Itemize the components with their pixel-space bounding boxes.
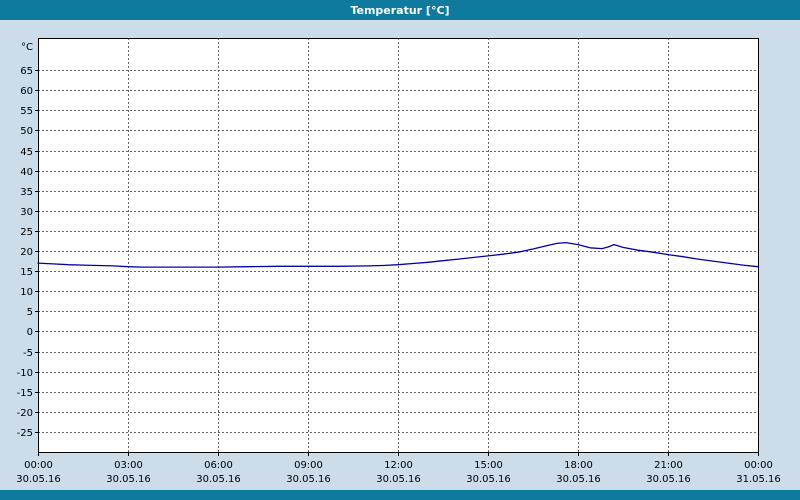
y-tick-label: -20 xyxy=(17,408,33,419)
y-unit-label: °C xyxy=(21,42,33,53)
bottom-bar xyxy=(0,490,800,500)
x-tick-date-label: 30.05.16 xyxy=(376,474,421,485)
plot-background xyxy=(38,38,758,452)
y-tick-label: 10 xyxy=(20,287,33,298)
chart-area: 65 60 55 50 45 40 35 30 25 20 15 10 5 0 -5 -10 -15 -20 -25… xyxy=(0,20,800,490)
y-tick-label: 55 xyxy=(20,106,33,117)
y-tick-label: 65 xyxy=(20,66,33,77)
y-tick-label: -25 xyxy=(17,428,33,439)
y-tick-label: -15 xyxy=(17,388,33,399)
x-tick-time-label: 18:00 xyxy=(564,460,593,471)
y-tick-label: 35 xyxy=(20,187,33,198)
x-tick-time-label: 12:00 xyxy=(384,460,413,471)
y-tick-label: -10 xyxy=(17,368,33,379)
y-tick-label: 0 xyxy=(27,327,33,338)
y-tick-label: 25 xyxy=(20,227,33,238)
plot-border xyxy=(38,38,759,453)
x-tick-time-label: 15:00 xyxy=(474,460,503,471)
x-tick-time-label: 09:00 xyxy=(294,460,323,471)
y-tick-label: 45 xyxy=(20,147,33,158)
x-tick-date-label: 30.05.16 xyxy=(16,474,61,485)
chart-title-bar: Temperatur [°C] xyxy=(0,0,800,20)
chart-title: Temperatur [°C] xyxy=(350,3,450,17)
y-tick-label: 60 xyxy=(20,86,33,97)
temperature-series-line xyxy=(37,241,759,268)
x-tick-time-label: 03:00 xyxy=(114,460,143,471)
y-tick-label: 5 xyxy=(27,307,33,318)
y-tick-label: 40 xyxy=(20,167,33,178)
y-tick-label: -5 xyxy=(23,348,33,359)
x-tick-time-label: 21:00 xyxy=(654,460,683,471)
x-tick-date-label: 30.05.16 xyxy=(286,474,331,485)
y-tick-label: 30 xyxy=(20,207,33,218)
x-tick-time-label: 00:00 xyxy=(24,460,53,471)
y-tick-label: 20 xyxy=(20,247,33,258)
y-tick-label: 15 xyxy=(20,267,33,278)
temperature-chart: 65605550454035302520151050-5-10-15-20-25… xyxy=(16,38,781,485)
x-tick-date-label: 30.05.16 xyxy=(196,474,241,485)
x-tick-date-label: 31.05.16 xyxy=(736,474,781,485)
x-tick-time-label: 00:00 xyxy=(744,460,773,471)
x-tick-date-label: 30.05.16 xyxy=(466,474,511,485)
y-tick-label: 50 xyxy=(20,126,33,137)
x-tick-date-label: 30.05.16 xyxy=(646,474,691,485)
x-tick-time-label: 06:00 xyxy=(204,460,233,471)
x-tick-date-label: 30.05.16 xyxy=(106,474,151,485)
x-tick-date-label: 30.05.16 xyxy=(556,474,601,485)
